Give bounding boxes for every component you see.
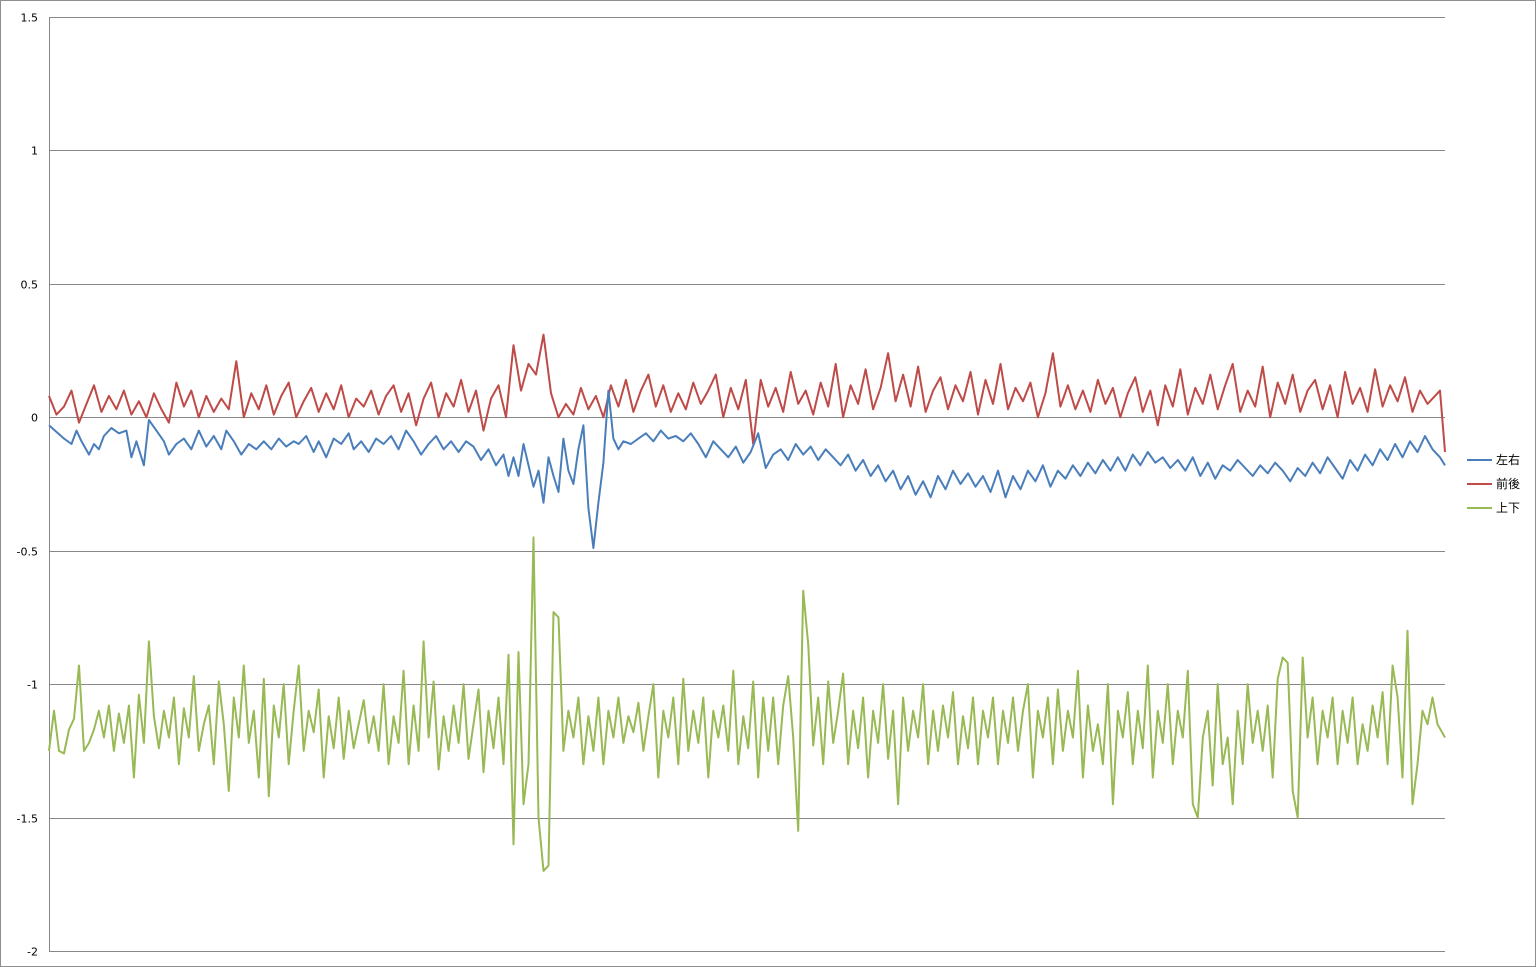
series-lines: [48, 333, 1446, 872]
y-tick-label: 1: [31, 145, 38, 158]
y-axis-tick-labels: 1.5 1 0.5 0 -0.5 -1 -1.5 -2: [17, 12, 38, 959]
y-tick-label: -1: [27, 679, 38, 692]
series-line-1: [48, 333, 1446, 453]
legend-label-1: 前後: [1496, 476, 1520, 491]
series-line-0: [48, 389, 1446, 549]
y-tick-label: 1.5: [21, 12, 39, 25]
y-tick-label: -1.5: [17, 813, 38, 826]
legend-label-0: 左右: [1496, 452, 1520, 467]
y-tick-label: 0.5: [21, 279, 39, 292]
y-tick-label: -2: [27, 946, 38, 959]
y-tick-label: 0: [31, 412, 38, 425]
gridlines: [49, 17, 1445, 952]
y-tick-label: -0.5: [17, 546, 38, 559]
legend-label-2: 上下: [1496, 501, 1520, 515]
series-line-2: [48, 536, 1446, 872]
